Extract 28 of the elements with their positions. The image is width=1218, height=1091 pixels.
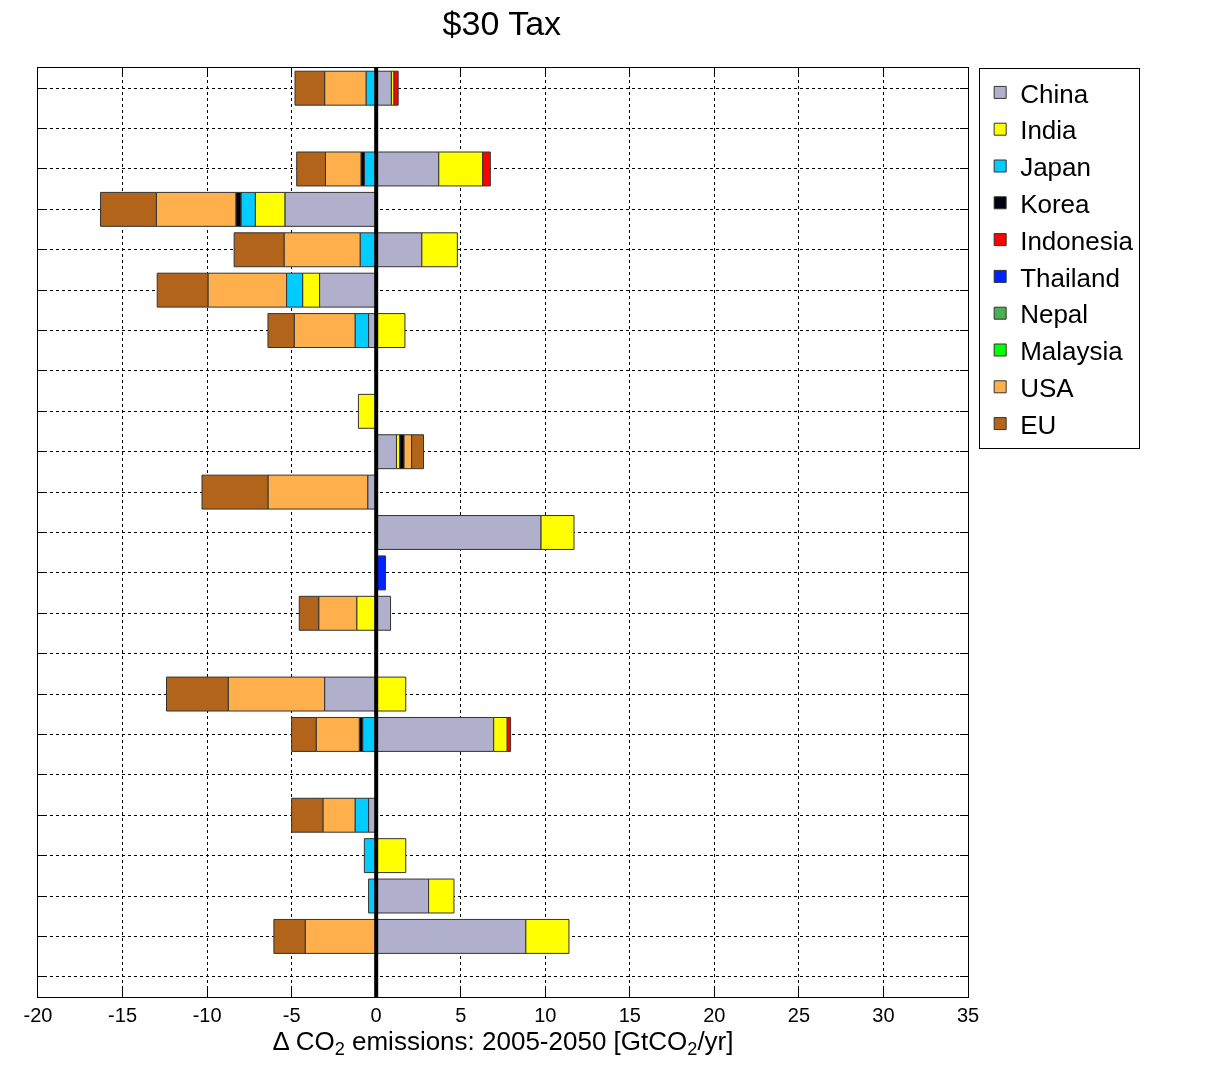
x-tick-label: 20 [703,1004,726,1026]
bar [375,313,406,349]
bar [375,838,407,874]
legend-label: China [1020,78,1089,109]
legend-label: Malaysia [1020,336,1124,367]
x-tick-label: 5 [455,1004,467,1026]
x-tick-label: 15 [618,1004,641,1026]
legend-label: EU [1020,409,1057,440]
x-tick-label: 0 [370,1004,382,1026]
x-tick-label: -15 [108,1004,137,1026]
x-tick-label: 10 [534,1004,557,1026]
legend-label: Indonesia [1020,225,1134,256]
legend-label: Japan [1020,152,1091,183]
x-axis-title: Δ CO$_{2}$ emissions: 2005-2050 [GtCO$_{2}$/yr] [272,1026,734,1060]
bar [393,70,399,106]
legend-label: Thailand [1020,262,1120,293]
legend-label: India [1020,115,1078,146]
legend-label: USA [1020,372,1075,403]
x-tick-label: 25 [787,1004,811,1026]
legend-label: Korea [1020,188,1091,219]
x-tick-label: -10 [192,1004,222,1026]
x-tick-label: -5 [282,1004,301,1026]
x-tick-label: 35 [956,1004,980,1026]
legend-label: Nepal [1020,299,1089,330]
bar [375,676,407,712]
chart-title: $30 Tax [442,3,562,42]
x-tick-label: 30 [872,1004,895,1026]
x-tick-label: -20 [23,1004,53,1026]
